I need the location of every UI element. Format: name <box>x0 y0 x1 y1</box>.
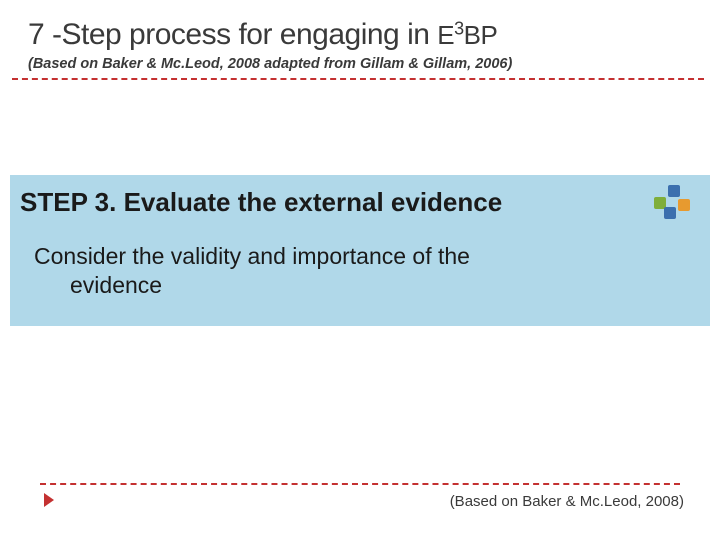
page-title: 7 -Step process for engaging in E3BP <box>0 0 720 54</box>
header-divider <box>12 78 704 80</box>
square-icon <box>668 185 680 197</box>
title-prefix: 7 -Step process for engaging in <box>28 18 437 51</box>
footer-citation: (Based on Baker & Mc.Leod, 2008) <box>0 485 720 510</box>
title-e3bp: E3BP <box>437 20 497 50</box>
arrow-right-icon <box>44 493 54 507</box>
footer: (Based on Baker & Mc.Leod, 2008) <box>0 483 720 510</box>
squares-icon <box>650 185 692 221</box>
step-panel: STEP 3. Evaluate the external evidence C… <box>10 175 710 326</box>
square-icon <box>678 199 690 211</box>
square-icon <box>664 207 676 219</box>
step-heading: STEP 3. Evaluate the external evidence <box>10 175 710 224</box>
step-body: Consider the validity and importance of … <box>10 224 710 326</box>
page-subtitle: (Based on Baker & Mc.Leod, 2008 adapted … <box>0 54 720 78</box>
